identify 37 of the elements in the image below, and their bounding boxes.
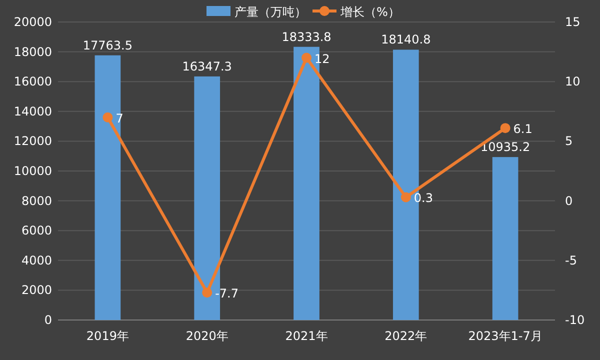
data-label: 16347.3 bbox=[182, 59, 232, 74]
y-tick-label: 18000 bbox=[14, 44, 52, 59]
y-tick-label: 0 bbox=[44, 313, 52, 327]
x-tick-label: 2021年 bbox=[285, 329, 328, 343]
point bbox=[202, 288, 212, 298]
x-tick-label: 2019年 bbox=[86, 329, 129, 343]
y2-tick-label: 10 bbox=[565, 74, 580, 89]
y-tick-label: 12000 bbox=[14, 134, 52, 148]
x-tick-label: 2020年 bbox=[186, 329, 228, 343]
y2-tick-label: 15 bbox=[565, 15, 580, 29]
bar bbox=[492, 157, 518, 320]
y-tick-label: 16000 bbox=[14, 74, 52, 89]
data-label: 10935.2 bbox=[480, 140, 530, 154]
point bbox=[102, 112, 113, 122]
y-tick-label: 4000 bbox=[21, 253, 52, 268]
y2-tick-label: -5 bbox=[565, 253, 577, 268]
y-tick-label: 6000 bbox=[21, 224, 52, 238]
y-tick-label: 20000 bbox=[14, 15, 52, 29]
point bbox=[400, 192, 411, 202]
y-tick-label: 10000 bbox=[14, 164, 52, 178]
y-tick-label: 14000 bbox=[14, 104, 52, 118]
point bbox=[302, 52, 312, 63]
data-label: 6.1 bbox=[513, 122, 532, 136]
x-tick-label: 2023年1-7月 bbox=[468, 329, 542, 343]
data-label: 18333.8 bbox=[282, 30, 332, 44]
y2-tick-label: 0 bbox=[565, 194, 573, 208]
x-tick-label: 2022年 bbox=[384, 329, 428, 343]
point bbox=[500, 123, 510, 134]
y2-tick-label: -10 bbox=[565, 313, 585, 327]
y-tick-label: 8000 bbox=[21, 194, 52, 208]
legend-label: 产量（万吨） bbox=[234, 5, 306, 19]
y2-tick-label: 5 bbox=[565, 134, 573, 148]
data-label: 18140.8 bbox=[381, 32, 431, 47]
legend-label: 增长（%） bbox=[340, 5, 400, 19]
y-tick-label: 2000 bbox=[21, 283, 52, 298]
bar bbox=[94, 55, 121, 320]
data-label: 17763.5 bbox=[82, 38, 133, 52]
